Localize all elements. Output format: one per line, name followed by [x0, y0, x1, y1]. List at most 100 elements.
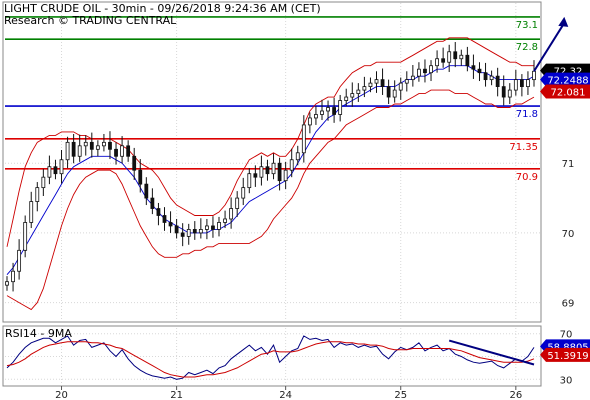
level-label-73.1: 73.1 [516, 20, 538, 31]
candle-body [392, 89, 397, 98]
rsi-layer [6, 335, 535, 380]
candle-body [489, 75, 494, 81]
candle-body [356, 89, 361, 94]
candle-body [295, 152, 300, 161]
x-tick-label: 26 [509, 390, 522, 400]
candle-body [211, 225, 215, 230]
x-tick-label: 25 [394, 390, 407, 400]
lower-bollinger-band [6, 89, 535, 311]
rsi-trendline [448, 339, 535, 366]
candle-body [217, 222, 221, 230]
rsi-panel-title: RSI14 - 9MA [5, 327, 72, 340]
candle-body [150, 197, 155, 209]
candle-body [350, 93, 355, 98]
candle-body [362, 86, 367, 91]
candles-layer [5, 16, 569, 292]
candle-body [204, 225, 209, 230]
rsi-tag-51.3919-bg [540, 347, 590, 362]
candle-body [495, 75, 500, 88]
candle-body [174, 225, 179, 234]
candle-body [235, 197, 240, 209]
candle-body [410, 75, 415, 81]
upper-bollinger-band [6, 37, 534, 247]
candle-body [483, 72, 488, 81]
candle-body [404, 79, 409, 84]
candle-body [241, 187, 246, 199]
rsi-series-rsi_ma [6, 341, 535, 378]
candle-body [144, 183, 149, 199]
price-tag-72.2488: 72.2488 [547, 76, 588, 87]
candle-body [501, 86, 506, 98]
candle-body [532, 70, 536, 81]
candle-body [447, 51, 452, 63]
bands-layer [6, 37, 535, 311]
candle-body [77, 145, 82, 157]
price-y-tick-label: 69 [562, 299, 575, 310]
x-tick-label: 24 [279, 390, 292, 400]
x-tick-label: 21 [170, 390, 183, 400]
candle-body [417, 68, 421, 77]
candle-body [259, 166, 264, 178]
rsi-tag-51.3919: 51.3919 [547, 351, 588, 362]
level-label-72.8: 72.8 [516, 42, 538, 53]
price-tag-72.081: 72.081 [551, 87, 586, 98]
candle-body [465, 54, 470, 67]
candle-body [59, 159, 64, 175]
candle-body [519, 79, 524, 88]
price-tag-72.2488-bg [540, 72, 590, 87]
projection-arrow-line [533, 22, 566, 72]
candle-body [41, 176, 46, 189]
rsi-y-tick-label: 70 [560, 330, 573, 341]
candle-body [65, 141, 70, 161]
candle-body [192, 229, 197, 234]
candle-body [29, 201, 34, 223]
candle-body [398, 82, 403, 91]
candle-body [156, 208, 161, 216]
candle-body [423, 68, 427, 74]
level-label-71.35: 71.35 [509, 142, 538, 153]
level-label-71.8: 71.8 [516, 109, 538, 120]
candle-body [180, 232, 185, 237]
candle-body [23, 222, 28, 251]
candle-body [429, 65, 433, 74]
candle-body [71, 141, 76, 157]
candle-body [507, 89, 512, 98]
candle-body [168, 222, 173, 227]
rsi-tag-58.8805: 58.8805 [547, 342, 588, 353]
candle-body [223, 218, 227, 223]
candle-body [162, 215, 167, 223]
candle-body [114, 148, 118, 157]
chart-title: LIGHT CRUDE OIL - 30min - 09/26/2018 9:2… [4, 2, 321, 15]
level-label-70.9: 70.9 [516, 172, 538, 183]
candle-body [11, 270, 15, 283]
candle-body [35, 187, 40, 202]
candle-body [459, 54, 464, 60]
candle-body [83, 141, 88, 147]
moving-average-line [6, 65, 535, 275]
projection-arrow-head [558, 16, 569, 27]
candle-body [380, 79, 385, 88]
candle-body [368, 82, 373, 88]
candle-body [247, 173, 252, 189]
rsi-series-rsi [6, 335, 535, 380]
candle-body [89, 141, 94, 150]
candle-body [277, 162, 282, 182]
candle-body [95, 145, 100, 150]
candle-body [307, 117, 312, 126]
price-tag-72.081-bg [540, 84, 590, 99]
candle-body [5, 281, 9, 286]
candle-body [47, 166, 52, 178]
candle-body [301, 124, 306, 154]
candle-body [332, 107, 337, 115]
candle-body [338, 100, 343, 115]
price-panel-frame [2, 1, 542, 323]
rsi-y-tick-label: 30 [560, 375, 573, 386]
candle-body [374, 79, 379, 84]
candle-body [132, 155, 137, 171]
candle-body [102, 141, 106, 147]
candle-body [320, 110, 324, 115]
candle-body [265, 166, 270, 175]
candle-body [138, 169, 143, 185]
